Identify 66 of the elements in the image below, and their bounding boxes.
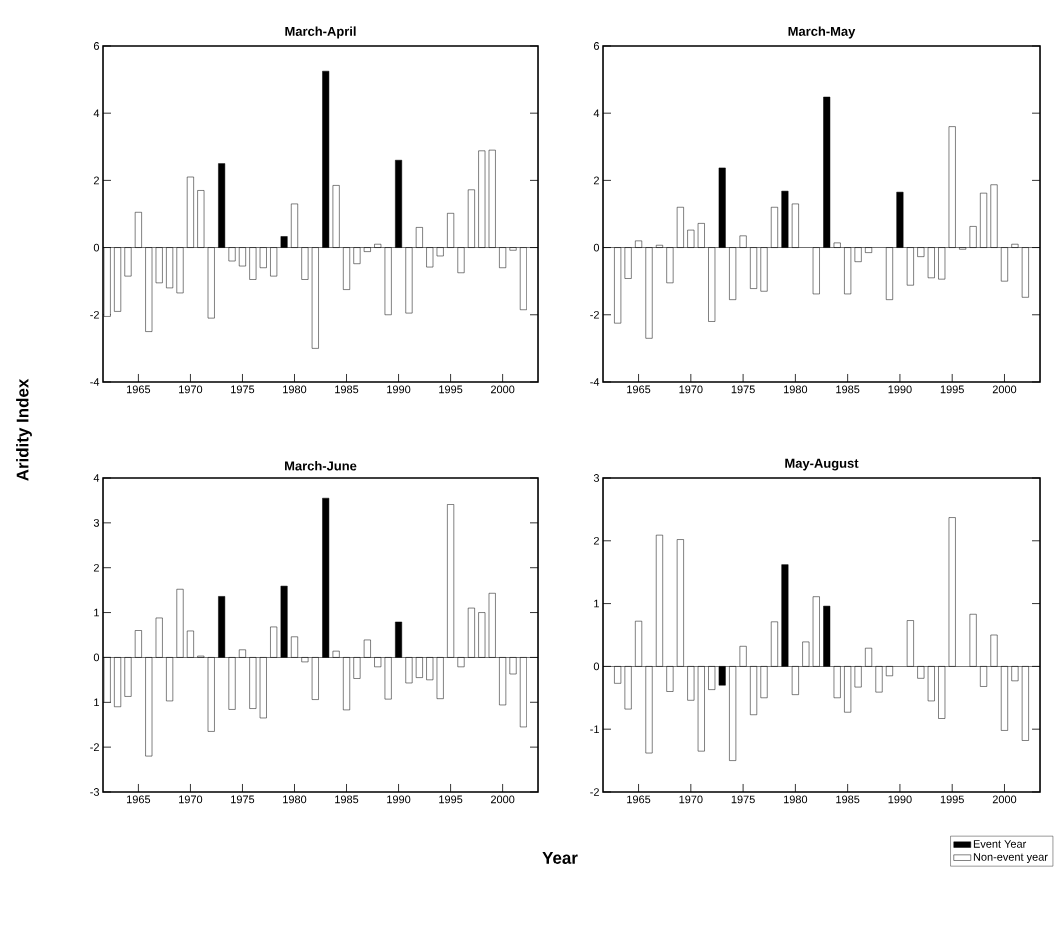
x-tick-label: 1980 bbox=[784, 385, 808, 394]
x-tick-label: 1965 bbox=[127, 385, 151, 394]
x-tick-label: 1970 bbox=[179, 385, 203, 394]
y-tick-label: 0 bbox=[593, 662, 600, 671]
x-tick-label: 1970 bbox=[679, 795, 703, 804]
y-tick-label: 2 bbox=[93, 563, 99, 572]
x-tick-label: 1990 bbox=[888, 795, 912, 804]
legend-label: Event Year bbox=[973, 840, 1027, 848]
y-tick-label: -2 bbox=[590, 310, 599, 319]
x-tick-label: 1985 bbox=[335, 385, 359, 394]
y-tick-label: 0 bbox=[93, 653, 100, 662]
chart-title: March-April bbox=[285, 26, 356, 39]
y-tick-label: 2 bbox=[93, 176, 99, 185]
x-tick-label: 1980 bbox=[784, 795, 808, 804]
y-tick-label: 1 bbox=[94, 608, 99, 617]
y-tick-label: -3 bbox=[90, 788, 99, 796]
x-tick-label: 2000 bbox=[490, 795, 515, 804]
y-tick-label: 0 bbox=[93, 243, 100, 252]
y-tick-label: -2 bbox=[90, 743, 99, 751]
x-tick-label: 2000 bbox=[992, 795, 1017, 804]
y-tick-label: 4 bbox=[93, 109, 100, 117]
x-tick-label: 1975 bbox=[731, 385, 755, 394]
y-axis-title: Aridity Index bbox=[16, 378, 32, 481]
y-tick-label: 4 bbox=[593, 109, 600, 117]
x-tick-label: 1975 bbox=[231, 795, 255, 804]
y-tick-label: -1 bbox=[590, 725, 599, 733]
y-tick-label: 1 bbox=[94, 698, 99, 707]
y-tick-label: 3 bbox=[593, 474, 600, 482]
x-tick-label: 1990 bbox=[888, 385, 912, 394]
x-axis-title: Year bbox=[542, 852, 578, 864]
x-tick-label: 1965 bbox=[627, 385, 651, 394]
x-tick-label: 1965 bbox=[127, 795, 151, 804]
x-tick-label: 1985 bbox=[836, 795, 860, 804]
y-tick-label: -4 bbox=[590, 378, 600, 386]
x-tick-label: 1970 bbox=[179, 795, 203, 804]
y-tick-label: 1 bbox=[594, 599, 599, 608]
x-tick-label: 1990 bbox=[387, 795, 411, 804]
x-tick-label: 1975 bbox=[731, 795, 755, 804]
x-tick-label: 2000 bbox=[992, 385, 1017, 394]
x-tick-label: 2000 bbox=[490, 385, 515, 394]
x-tick-label: 1965 bbox=[627, 795, 651, 804]
x-tick-label: 1995 bbox=[439, 795, 463, 804]
y-tick-label: 6 bbox=[593, 42, 600, 50]
chart-title: March-June bbox=[285, 460, 357, 471]
y-tick-label: 0 bbox=[593, 243, 600, 252]
x-tick-label: 1995 bbox=[940, 385, 964, 394]
x-tick-label: 1970 bbox=[679, 385, 703, 394]
y-tick-label: -4 bbox=[90, 378, 100, 386]
y-tick-label: 2 bbox=[593, 536, 599, 545]
y-tick-label: 2 bbox=[593, 176, 599, 185]
y-tick-label: -2 bbox=[90, 310, 99, 319]
x-tick-label: 1980 bbox=[283, 385, 307, 394]
x-tick-label: 1985 bbox=[335, 795, 359, 804]
x-tick-label: 1985 bbox=[836, 385, 860, 394]
x-tick-label: 1995 bbox=[940, 795, 964, 804]
y-tick-label: 4 bbox=[93, 474, 100, 482]
x-tick-label: 1990 bbox=[387, 385, 411, 394]
x-tick-label: 1995 bbox=[439, 385, 463, 394]
y-tick-label: -2 bbox=[590, 788, 599, 796]
x-tick-label: 1975 bbox=[231, 385, 255, 394]
chart-title: March-May bbox=[788, 26, 856, 39]
y-tick-label: 6 bbox=[93, 42, 99, 50]
legend-label: Non-event year bbox=[973, 853, 1048, 863]
y-tick-label: 3 bbox=[93, 518, 99, 527]
x-tick-label: 1980 bbox=[283, 795, 307, 804]
chart-title: May-August bbox=[785, 458, 859, 471]
